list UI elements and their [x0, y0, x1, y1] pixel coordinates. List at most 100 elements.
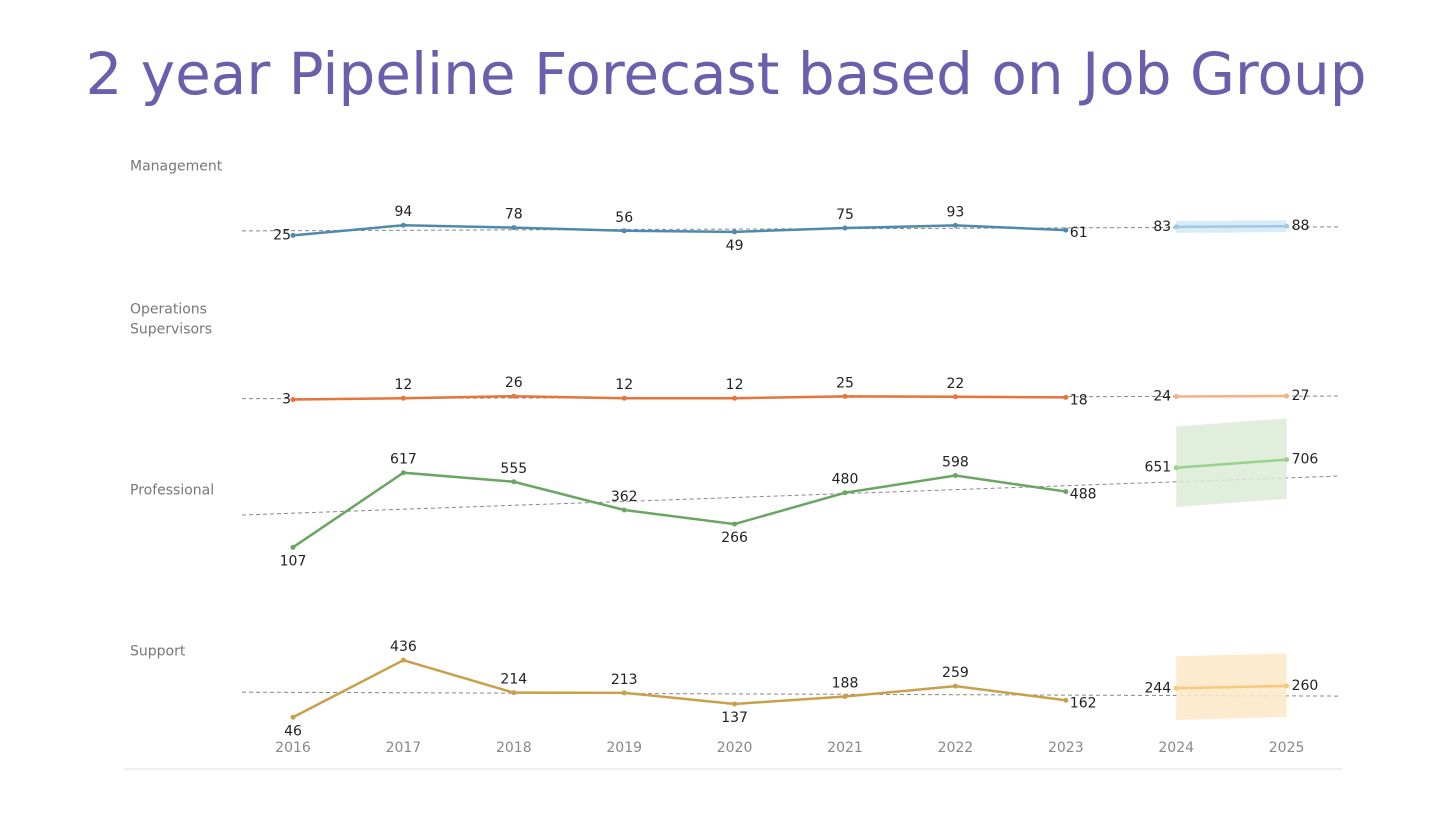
point: [732, 701, 738, 707]
panel-label: Professional: [130, 483, 214, 499]
point: [1284, 683, 1290, 689]
point: [1173, 393, 1179, 399]
data-label: 56: [615, 210, 633, 226]
x-tick-label: 2022: [938, 740, 974, 756]
panel-label: Management: [130, 159, 223, 175]
point: [290, 714, 296, 720]
data-label: 259: [942, 665, 969, 681]
data-label: 27: [1292, 388, 1310, 404]
point: [621, 228, 627, 234]
x-tick-label: 2017: [386, 740, 422, 756]
point: [621, 507, 627, 513]
x-tick-label: 2024: [1158, 740, 1194, 756]
point: [1173, 224, 1179, 230]
point: [1063, 227, 1069, 233]
x-tick-label: 2019: [606, 740, 642, 756]
point: [290, 232, 296, 238]
data-label: 3: [282, 392, 291, 408]
data-label: 12: [726, 377, 744, 393]
point: [1063, 489, 1069, 495]
data-label: 266: [721, 530, 748, 546]
point: [1063, 697, 1069, 703]
point: [290, 397, 296, 403]
point: [290, 544, 296, 550]
data-label: 94: [394, 204, 412, 220]
x-tick-label: 2023: [1048, 740, 1084, 756]
data-label: 12: [615, 377, 633, 393]
data-label: 214: [500, 672, 527, 688]
line: [292, 471, 1066, 549]
point: [1173, 465, 1179, 471]
data-label: 78: [505, 207, 523, 223]
point: [400, 470, 406, 476]
point: [511, 479, 517, 485]
data-label: 75: [836, 207, 854, 223]
trend-line: [241, 475, 1339, 516]
data-label: 244: [1144, 680, 1171, 696]
data-label: 362: [611, 489, 638, 505]
data-label: 162: [1070, 695, 1097, 711]
data-label: 107: [280, 553, 307, 569]
data-label: 83: [1153, 219, 1171, 235]
point: [1284, 223, 1290, 229]
chart-title: 2 year Pipeline Forecast based on Job Gr…: [85, 40, 1366, 108]
data-label: 555: [500, 461, 527, 477]
data-label: 12: [394, 377, 412, 393]
line: [292, 658, 1066, 719]
line: [292, 223, 1066, 237]
point: [732, 395, 738, 401]
point: [1284, 393, 1290, 399]
point: [732, 229, 738, 235]
trend-line: [241, 691, 1339, 697]
point: [511, 393, 517, 399]
point: [732, 521, 738, 527]
data-label: 26: [505, 375, 523, 391]
point: [1063, 394, 1069, 400]
data-label: 213: [611, 672, 638, 688]
point: [621, 690, 627, 696]
point: [1173, 685, 1179, 691]
x-tick-label: 2025: [1269, 740, 1305, 756]
data-label: 436: [390, 639, 417, 655]
x-tick-label: 2016: [275, 740, 311, 756]
point: [842, 393, 848, 399]
x-tick-label: 2020: [717, 740, 753, 756]
data-label: 25: [273, 227, 291, 243]
data-label: 617: [390, 452, 417, 468]
point: [400, 657, 406, 663]
panel-label: Operations Supervisors: [130, 302, 212, 338]
data-label: 480: [832, 472, 859, 488]
point: [952, 394, 958, 400]
data-label: 18: [1070, 392, 1088, 408]
point: [511, 225, 517, 231]
point: [842, 693, 848, 699]
point: [952, 472, 958, 478]
data-label: 61: [1070, 225, 1088, 241]
line: [292, 394, 1066, 401]
data-label: 598: [942, 454, 969, 470]
data-label: 24: [1153, 388, 1171, 404]
point: [1284, 457, 1290, 463]
point: [842, 490, 848, 496]
data-label: 49: [726, 238, 744, 254]
data-label: 22: [946, 376, 964, 392]
point: [400, 222, 406, 228]
panel-label: Support: [130, 644, 186, 660]
point: [400, 395, 406, 401]
point: [952, 222, 958, 228]
data-label: 188: [832, 675, 859, 691]
forecast-line: [1176, 458, 1287, 469]
point: [511, 690, 517, 696]
point: [842, 225, 848, 231]
x-tick-label: 2021: [827, 740, 863, 756]
data-label: 651: [1144, 460, 1171, 476]
forecast-line: [1176, 224, 1287, 229]
data-label: 260: [1292, 678, 1319, 694]
point: [621, 395, 627, 401]
data-label: 46: [284, 723, 302, 739]
data-label: 88: [1292, 218, 1310, 234]
x-tick-label: 2018: [496, 740, 532, 756]
data-label: 25: [836, 375, 854, 391]
data-label: 137: [721, 710, 748, 726]
